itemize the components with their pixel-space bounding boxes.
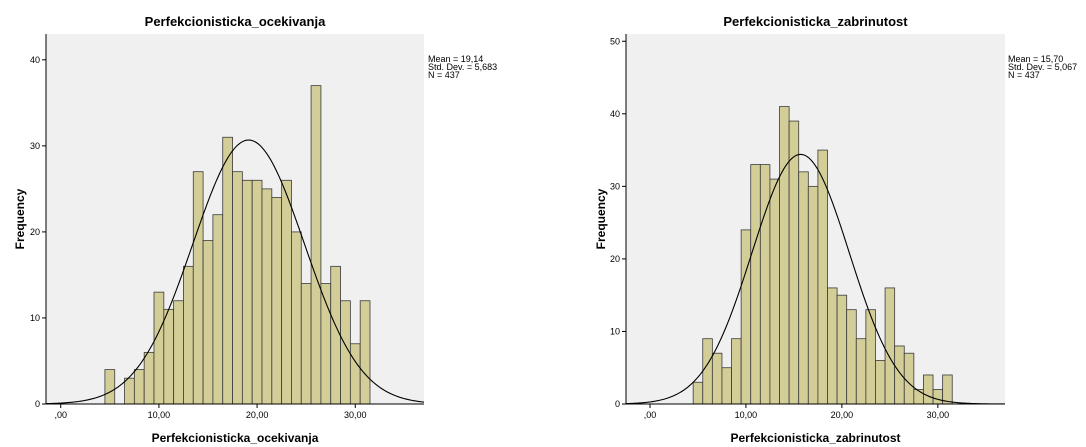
y-tick-label: 40	[30, 55, 40, 65]
y-tick-label: 30	[610, 181, 620, 191]
histogram-ocekivanja: 0 10 20 30 40 ,00 10,00 20,00 30,00 Perfekcionis…	[13, 14, 497, 445]
x-tick-label: 30,00	[344, 410, 367, 420]
stats-n: N = 437	[428, 70, 460, 80]
histogram-zabrinutost: 0 10 20 30 40 50 ,00 10,00 20,00 30,00 Perfekcion…	[594, 14, 1077, 445]
x-tick-label: 30,00	[927, 410, 950, 420]
histogram-bar	[836, 294, 848, 405]
histogram-bar	[349, 343, 361, 405]
y-axis-label: Frequency	[594, 188, 608, 249]
chart-title: Perfekcionisticka_zabrinutost	[723, 14, 908, 29]
stats-mean: Mean = 19,14	[428, 54, 483, 64]
histogram-bar	[807, 185, 819, 405]
histogram-bar	[855, 338, 867, 405]
y-tick-label: 20	[610, 254, 620, 264]
x-axis-label: Perfekcionisticka_zabrinutost	[730, 431, 900, 445]
y-tick-label: 50	[610, 36, 620, 46]
y-tick-label: 0	[35, 399, 40, 409]
histogram-bar	[875, 360, 886, 405]
histogram-bar	[731, 338, 742, 405]
x-axis-label: Perfekcionisticka_ocekivanja	[152, 431, 319, 445]
histogram-bar	[692, 381, 704, 405]
histogram-bar	[359, 300, 371, 405]
histogram-bar	[750, 164, 761, 405]
y-tick-label: 10	[610, 326, 620, 336]
histogram-bar	[271, 197, 283, 405]
axes: 0 10 20 30 40 ,00 10,00 20,00 30,00	[30, 34, 424, 420]
histogram-bar	[212, 214, 224, 405]
x-tick-label: ,00	[54, 410, 67, 420]
histogram-bar	[759, 164, 771, 405]
histogram-bar	[798, 171, 809, 405]
histogram-bar	[779, 106, 790, 405]
histogram-bar	[817, 149, 828, 405]
histogram-bar	[846, 309, 857, 405]
histogram-bar	[942, 374, 953, 405]
axes: 0 10 20 30 40 50 ,00 10,00 20,00 30,00	[610, 34, 1005, 420]
y-tick-label: 30	[30, 141, 40, 151]
y-tick-label: 0	[615, 399, 620, 409]
histogram-bar	[711, 352, 723, 405]
x-tick-label: ,00	[644, 410, 657, 420]
histogram-bar	[232, 171, 243, 405]
histogram-bar	[183, 265, 194, 405]
histogram-bar	[202, 240, 214, 405]
y-tick-label: 20	[30, 227, 40, 237]
histogram-bar	[310, 85, 322, 405]
histogram-bar	[884, 287, 896, 405]
histogram-bar	[163, 308, 175, 405]
histogram-bar	[241, 179, 253, 405]
histogram-bar	[721, 367, 732, 405]
histogram-bar	[192, 171, 204, 405]
histogram-bar	[769, 178, 780, 405]
histogram-bar	[330, 265, 341, 405]
chart-title: Perfekcionisticka_ocekivanja	[145, 14, 326, 29]
histogram-bar	[104, 369, 116, 405]
histogram-bar	[788, 120, 800, 405]
histogram-bar	[281, 179, 292, 405]
normal-curve	[625, 153, 1005, 405]
bars	[692, 106, 953, 405]
stats-n: N = 437	[1008, 70, 1040, 80]
histogram-bar	[261, 188, 273, 405]
x-tick-label: 20,00	[831, 410, 854, 420]
stats-std-dev: Std. Dev. = 5,683	[428, 62, 497, 72]
y-axis-label: Frequency	[13, 188, 27, 249]
histogram-bar	[740, 229, 752, 405]
histogram-bar	[173, 300, 184, 405]
x-tick-label: 20,00	[246, 410, 269, 420]
stats-std-dev: Std. Dev. = 5,067	[1008, 62, 1077, 72]
y-tick-label: 10	[30, 313, 40, 323]
histogram-bar	[153, 291, 165, 405]
histogram-bar	[827, 287, 838, 405]
y-tick-label: 40	[610, 109, 620, 119]
histogram-bar	[894, 345, 905, 405]
histogram-bar	[222, 136, 233, 405]
stats-mean: Mean = 15,70	[1008, 54, 1063, 64]
histogram-bar	[251, 179, 263, 405]
histogram-bar	[124, 377, 135, 405]
histogram-bar	[702, 338, 713, 405]
histogram-bar	[903, 352, 915, 405]
x-tick-label: 10,00	[148, 410, 171, 420]
histogram-bar	[913, 389, 924, 405]
histogram-bar	[143, 351, 155, 405]
normal-curve	[45, 139, 425, 405]
histogram-bar	[300, 283, 312, 405]
histogram-bar	[923, 374, 934, 405]
histogram-bar	[291, 231, 302, 405]
histogram-bar	[932, 389, 944, 405]
histogram-bar	[133, 369, 145, 405]
x-tick-label: 10,00	[735, 410, 758, 420]
